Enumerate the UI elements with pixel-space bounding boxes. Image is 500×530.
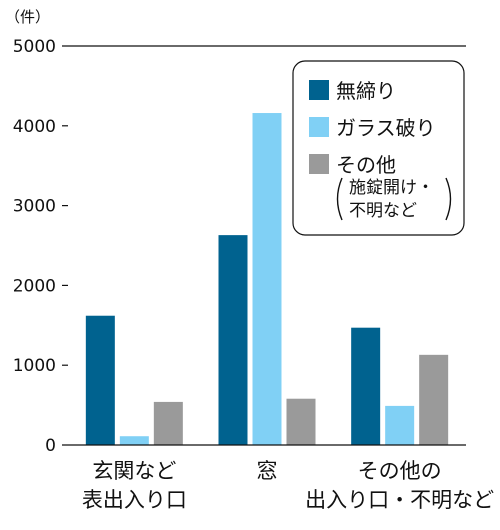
y-tick-label: 1000 (13, 356, 56, 376)
bars (85, 113, 449, 446)
category-label: 玄関など (92, 459, 176, 483)
bar-1-1 (85, 315, 115, 445)
bar-3-3 (419, 354, 449, 445)
legend-frame (292, 60, 465, 236)
legend-swatch-3 (309, 154, 329, 174)
legend-label-1: 無締り (336, 79, 396, 103)
category-label: 窓 (257, 459, 278, 483)
category-label: その他の (358, 459, 442, 483)
bar-2-2 (252, 113, 282, 446)
legend-note-line: 施錠開け・ (349, 178, 434, 198)
category-label: 出入り口・不明など (305, 488, 494, 512)
legend-note-line: 不明など (349, 201, 417, 221)
legend-note-open-paren (336, 177, 343, 221)
bar-1-3 (351, 327, 381, 445)
bar-3-2 (286, 398, 316, 445)
y-tick-label: 0 (45, 436, 56, 456)
y-tick-label: 5000 (13, 37, 56, 57)
y-tick-label: 2000 (13, 276, 56, 296)
legend-note-close-paren (445, 177, 452, 221)
y-axis-unit-label: （件） (5, 8, 50, 26)
legend-label-2: ガラス破り (336, 116, 436, 140)
bar-3-1 (153, 401, 183, 445)
y-tick-label: 4000 (13, 117, 56, 137)
legend-label-3: その他 (336, 153, 396, 177)
y-tick-label: 3000 (13, 197, 56, 217)
bar-1-2 (218, 235, 248, 445)
y-axis-ticks: 0 1000 2000 3000 4000 5000 (13, 37, 68, 456)
bar-2-1 (119, 436, 149, 445)
category-label: 表出入り口 (82, 488, 187, 512)
legend-swatch-1 (309, 80, 329, 100)
bar-2-3 (385, 405, 415, 445)
legend-swatch-2 (309, 117, 329, 137)
